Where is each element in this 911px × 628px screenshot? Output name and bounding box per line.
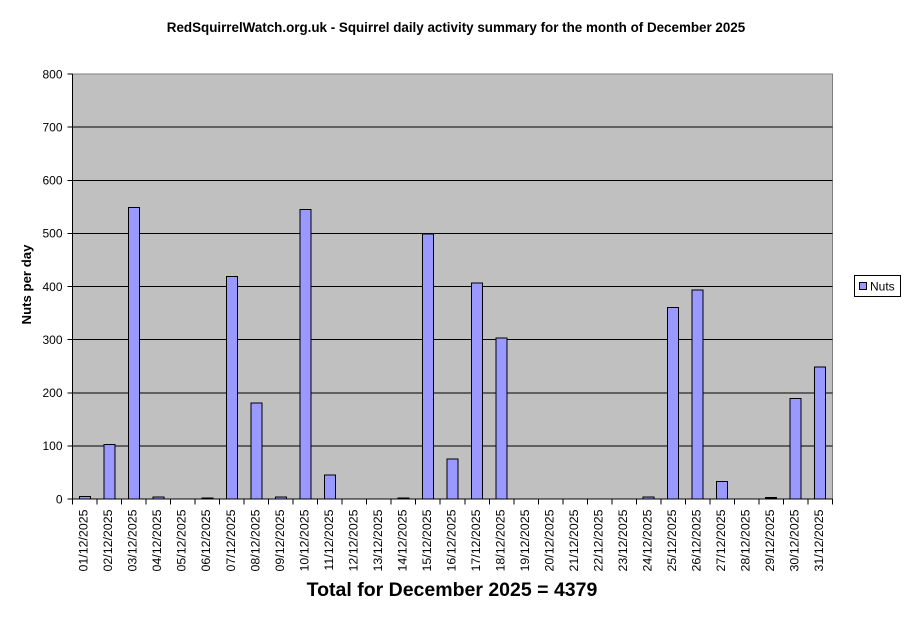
- svg-text:28/12/2025: 28/12/2025: [739, 509, 753, 571]
- svg-text:17/12/2025: 17/12/2025: [469, 509, 483, 571]
- svg-text:Total for December 2025 = 4379: Total for December 2025 = 4379: [307, 579, 598, 601]
- svg-text:12/12/2025: 12/12/2025: [346, 509, 360, 571]
- svg-text:30/12/2025: 30/12/2025: [788, 509, 802, 571]
- svg-text:22/12/2025: 22/12/2025: [592, 509, 606, 571]
- svg-text:20/12/2025: 20/12/2025: [542, 509, 556, 571]
- svg-text:08/12/2025: 08/12/2025: [248, 509, 262, 571]
- svg-text:24/12/2025: 24/12/2025: [641, 509, 655, 571]
- svg-text:10/12/2025: 10/12/2025: [297, 509, 311, 571]
- svg-text:700: 700: [42, 120, 62, 134]
- svg-text:13/12/2025: 13/12/2025: [371, 509, 385, 571]
- svg-text:02/12/2025: 02/12/2025: [101, 509, 115, 571]
- svg-text:500: 500: [42, 227, 62, 241]
- svg-text:25/12/2025: 25/12/2025: [665, 509, 679, 571]
- svg-text:07/12/2025: 07/12/2025: [224, 509, 238, 571]
- svg-text:21/12/2025: 21/12/2025: [567, 509, 581, 571]
- svg-text:0: 0: [56, 492, 63, 506]
- svg-text:16/12/2025: 16/12/2025: [444, 509, 458, 571]
- svg-text:200: 200: [42, 386, 62, 400]
- svg-text:600: 600: [42, 174, 62, 188]
- svg-text:RedSquirrelWatch.org.uk - Squi: RedSquirrelWatch.org.uk - Squirrel daily…: [167, 20, 746, 35]
- svg-text:23/12/2025: 23/12/2025: [616, 509, 630, 571]
- svg-text:400: 400: [42, 280, 62, 294]
- svg-text:29/12/2025: 29/12/2025: [763, 509, 777, 571]
- svg-text:15/12/2025: 15/12/2025: [420, 509, 434, 571]
- svg-text:14/12/2025: 14/12/2025: [395, 509, 409, 571]
- svg-text:05/12/2025: 05/12/2025: [175, 509, 189, 571]
- svg-text:04/12/2025: 04/12/2025: [150, 509, 164, 571]
- svg-text:03/12/2025: 03/12/2025: [126, 509, 140, 571]
- svg-text:01/12/2025: 01/12/2025: [77, 509, 91, 571]
- svg-text:09/12/2025: 09/12/2025: [273, 509, 287, 571]
- svg-text:Nuts: Nuts: [870, 280, 895, 294]
- svg-text:11/12/2025: 11/12/2025: [322, 509, 336, 570]
- svg-text:800: 800: [42, 67, 62, 81]
- svg-text:18/12/2025: 18/12/2025: [493, 509, 507, 571]
- svg-text:Nuts per day: Nuts per day: [19, 244, 34, 325]
- svg-text:27/12/2025: 27/12/2025: [714, 509, 728, 571]
- svg-text:06/12/2025: 06/12/2025: [199, 509, 213, 571]
- svg-text:100: 100: [42, 439, 62, 453]
- svg-text:31/12/2025: 31/12/2025: [812, 509, 826, 571]
- svg-text:19/12/2025: 19/12/2025: [518, 509, 532, 571]
- svg-text:26/12/2025: 26/12/2025: [690, 509, 704, 571]
- svg-text:300: 300: [42, 333, 62, 347]
